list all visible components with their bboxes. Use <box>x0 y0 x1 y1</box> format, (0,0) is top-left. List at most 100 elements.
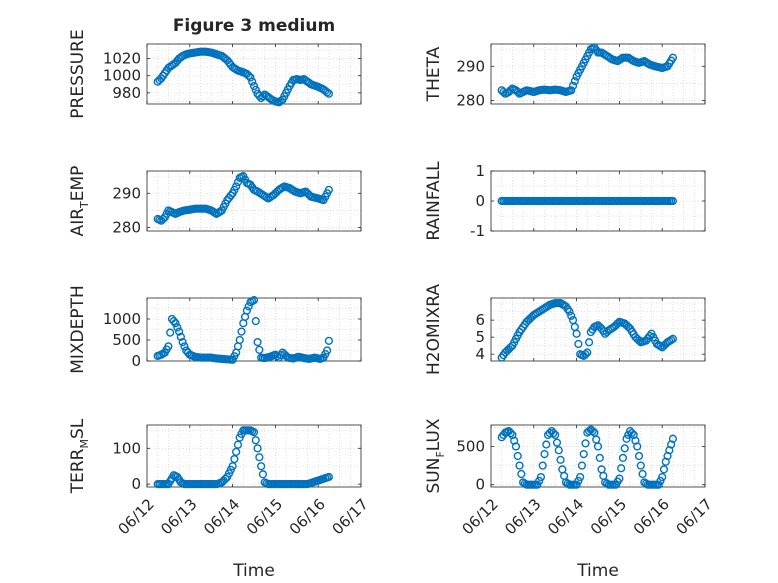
data-point <box>668 334 678 343</box>
axes-box <box>490 297 706 362</box>
data-point <box>242 306 251 315</box>
data-point <box>567 311 576 320</box>
y-tick-label: -1 <box>470 222 485 240</box>
subplot-theta: 280 290 THETA <box>424 43 706 110</box>
data-point <box>535 476 544 485</box>
data-point <box>176 332 185 341</box>
data-point <box>656 476 665 485</box>
data-point <box>513 451 522 461</box>
y-tick-label: 0 <box>475 192 485 210</box>
data-markers <box>497 196 678 206</box>
data-point <box>627 428 636 438</box>
y-axis-label: THETA <box>424 46 444 102</box>
data-point <box>577 461 587 470</box>
data-point <box>599 471 608 481</box>
x-tick-label: 06/13 <box>157 495 200 538</box>
data-point <box>235 335 244 345</box>
x-tick-label: 06/15 <box>587 495 630 538</box>
subplot-h2omixra: 456 H2OMIXRA <box>424 284 706 375</box>
data-point <box>228 462 237 471</box>
y-tick-label: 1020 <box>103 50 141 68</box>
data-point <box>570 322 579 332</box>
x-axis-label: Time <box>232 561 275 581</box>
y-tick-label: 0 <box>475 476 485 494</box>
data-point <box>251 317 260 326</box>
y-axis-label: TERRMSL <box>68 418 91 494</box>
data-point <box>233 440 243 449</box>
y-tick-label: 1000 <box>103 310 141 328</box>
data-point <box>178 338 187 347</box>
data-point <box>255 345 264 354</box>
data-point <box>536 472 546 482</box>
data-point <box>584 338 594 347</box>
x-tick-label: 06/16 <box>286 495 329 538</box>
data-point <box>551 430 560 440</box>
y-axis-label: SUNFLUX <box>424 418 447 493</box>
data-point <box>180 342 189 351</box>
data-point <box>251 85 260 94</box>
y-tick-label: 1000 <box>103 67 141 85</box>
axes-box <box>490 43 706 105</box>
data-point <box>554 446 563 455</box>
data-point <box>515 461 524 470</box>
data-markers <box>153 426 334 489</box>
data-markers <box>153 172 334 225</box>
data-point <box>659 465 669 474</box>
data-point <box>248 77 257 86</box>
data-point <box>169 317 178 326</box>
grid <box>147 425 361 487</box>
data-point <box>511 442 521 451</box>
data-point <box>572 329 581 338</box>
data-point <box>545 428 554 438</box>
axes-box <box>146 424 362 488</box>
data-point <box>552 438 562 447</box>
x-tick-label: 06/16 <box>630 495 673 538</box>
data-point <box>549 428 558 438</box>
data-point <box>253 444 262 453</box>
data-markers <box>153 296 334 364</box>
data-point <box>615 474 624 483</box>
data-point <box>584 427 594 436</box>
y-tick-label: 500 <box>112 331 141 349</box>
data-point <box>556 455 565 464</box>
data-point <box>232 447 241 456</box>
data-point <box>253 338 262 347</box>
data-point <box>588 427 597 436</box>
y-tick-label: 4 <box>475 345 485 363</box>
subplot-mixdepth: 0 500 1000 MIXDEPTH <box>68 285 362 374</box>
data-point <box>654 480 663 489</box>
data-point <box>506 86 515 95</box>
data-markers <box>497 425 678 489</box>
data-point <box>166 328 175 337</box>
data-point <box>244 71 253 80</box>
subplot-terr-msl: 0 100 TERRMSL 06/12 06/13 06/14 06/15 06/16 06/1… <box>68 418 372 581</box>
data-point <box>517 469 526 479</box>
axes-box <box>146 43 362 105</box>
data-point <box>171 319 180 328</box>
x-tick-label: 06/17 <box>328 495 371 538</box>
data-markers <box>497 299 678 362</box>
data-point <box>567 86 576 95</box>
data-point <box>622 434 631 443</box>
data-point <box>570 77 579 86</box>
data-point <box>249 428 259 437</box>
data-point <box>576 472 585 482</box>
data-markers <box>153 47 334 107</box>
y-tick-label: 980 <box>112 84 141 102</box>
x-tick-label: 06/17 <box>672 495 715 538</box>
data-point <box>558 465 567 474</box>
data-markers <box>497 43 678 98</box>
data-point <box>258 470 268 479</box>
data-point <box>595 453 604 463</box>
x-tick-label: 06/12 <box>114 495 157 538</box>
data-point <box>636 461 645 470</box>
x-tick-label: 06/12 <box>458 495 501 538</box>
data-point <box>324 89 334 98</box>
x-tick-label: 06/13 <box>501 495 544 538</box>
data-point <box>542 440 551 449</box>
y-axis-label: PRESSURE <box>68 29 88 118</box>
axes-box <box>490 424 706 488</box>
data-point <box>668 53 678 62</box>
